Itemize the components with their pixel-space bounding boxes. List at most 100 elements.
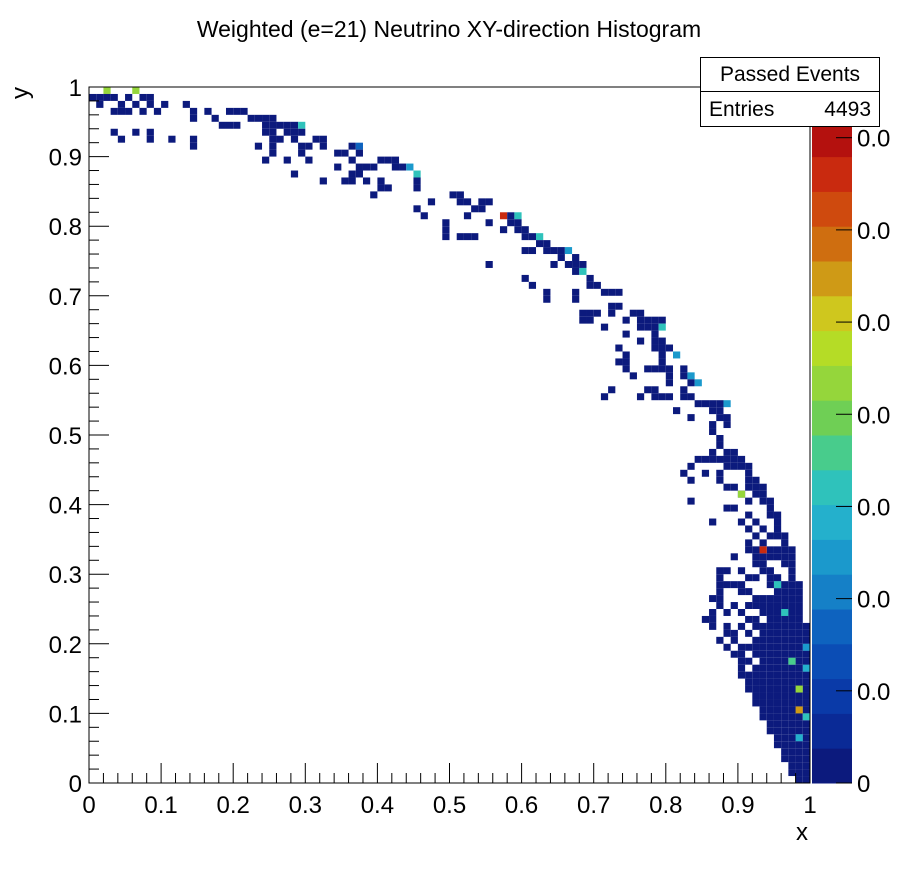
- histogram-bin: [117, 107, 126, 115]
- histogram-bin: [687, 497, 695, 505]
- histogram-bin: [269, 149, 277, 157]
- histogram-bin: [759, 685, 767, 693]
- histogram-bin: [759, 567, 767, 575]
- histogram-bin: [319, 142, 327, 150]
- histogram-bin: [572, 267, 580, 275]
- histogram-bin: [615, 344, 623, 352]
- histogram-bin: [788, 615, 796, 623]
- histogram-bin: [773, 685, 782, 693]
- histogram-bin: [773, 511, 782, 519]
- histogram-bin: [514, 212, 522, 220]
- histogram-bin: [781, 532, 789, 540]
- histogram-bin: [788, 553, 796, 561]
- histogram-bin: [766, 678, 774, 686]
- histogram-bin: [781, 706, 789, 714]
- histogram-bin: [218, 121, 226, 129]
- x-tick-label: 0.6: [505, 792, 538, 819]
- histogram-bin: [745, 483, 753, 491]
- colorbar-segment: [812, 191, 852, 227]
- histogram-bin: [168, 135, 176, 143]
- histogram-bin: [543, 240, 551, 248]
- histogram-bin: [781, 595, 789, 603]
- colorbar-segment: [812, 156, 852, 192]
- histogram-bin: [802, 769, 810, 777]
- histogram-bin: [759, 490, 767, 498]
- histogram-bin: [788, 581, 796, 589]
- histogram-bin: [557, 247, 565, 255]
- histogram-bin: [773, 636, 782, 644]
- histogram-bin: [795, 713, 803, 721]
- histogram-bin: [615, 358, 623, 366]
- histogram-bin: [781, 650, 789, 658]
- histogram-bin: [766, 609, 774, 616]
- histogram-bin: [543, 288, 551, 296]
- histogram-bin: [716, 407, 724, 415]
- x-tick-label: 0.5: [433, 792, 466, 819]
- histogram-bin: [752, 615, 760, 623]
- histogram-bin: [788, 602, 796, 609]
- histogram-bin: [463, 198, 472, 206]
- histogram-bin: [276, 121, 284, 129]
- histogram-bin: [745, 615, 753, 623]
- histogram-bin: [788, 595, 796, 603]
- histogram-bin: [586, 281, 594, 289]
- histogram-bin: [651, 365, 659, 373]
- colorbar-tick-label: 0.0: [857, 310, 890, 337]
- histogram-bin: [564, 247, 573, 255]
- histogram-bin: [680, 372, 688, 380]
- histogram-bin: [701, 400, 710, 408]
- histogram-bin: [745, 678, 753, 686]
- histogram-bin: [355, 142, 363, 150]
- histogram-bin: [802, 762, 810, 770]
- y-axis-label: y: [7, 87, 34, 99]
- stats-entries-label: Entries: [709, 98, 775, 121]
- histogram-bin: [658, 365, 666, 373]
- x-tick-label: 0.8: [649, 792, 682, 819]
- histogram-bin: [701, 469, 710, 477]
- histogram-bin: [521, 247, 529, 255]
- histogram-bin: [759, 546, 767, 554]
- histogram-bin: [579, 316, 587, 324]
- histogram-bin: [773, 532, 782, 540]
- colorbar-tick-label: 0.0: [857, 218, 890, 245]
- colorbar-segment: [812, 400, 852, 436]
- histogram-bin: [781, 699, 789, 707]
- histogram-bin: [745, 462, 753, 470]
- histogram-bin: [752, 692, 760, 700]
- histogram-bin: [788, 664, 796, 672]
- histogram-bin: [795, 762, 803, 770]
- histogram-bin: [716, 469, 724, 477]
- stats-entries-value: 4493: [824, 98, 871, 121]
- histogram-bin: [773, 664, 782, 672]
- histogram-bin: [709, 455, 717, 463]
- histogram-bin: [269, 114, 277, 122]
- histogram-bin: [773, 657, 782, 665]
- histogram-bin: [225, 121, 234, 129]
- histogram-bin: [766, 720, 774, 728]
- histogram-bin: [449, 191, 457, 199]
- colorbar-segment: [812, 713, 852, 749]
- histogram-bin: [564, 261, 573, 268]
- histogram-bin: [759, 595, 767, 603]
- histogram-bin: [636, 309, 645, 317]
- histogram-bin: [406, 163, 414, 171]
- histogram-bin: [752, 678, 760, 686]
- histogram-bin: [730, 650, 738, 658]
- histogram-bin: [528, 233, 537, 241]
- y-tick-label: 0: [69, 771, 82, 798]
- histogram-bin: [752, 532, 760, 540]
- histogram-bin: [658, 358, 666, 366]
- histogram-bin: [254, 114, 263, 122]
- colorbar-tick-label: 0.0: [857, 494, 890, 521]
- histogram-bin: [788, 574, 796, 582]
- histogram-bin: [745, 685, 753, 693]
- histogram-bin: [781, 713, 789, 721]
- histogram-bin: [759, 713, 767, 721]
- histogram-bin: [795, 588, 803, 596]
- histogram-bin: [521, 274, 529, 282]
- histogram-bin: [298, 142, 306, 150]
- histogram-bin: [773, 734, 782, 742]
- histogram-bin: [788, 762, 796, 770]
- histogram-bin: [608, 288, 616, 296]
